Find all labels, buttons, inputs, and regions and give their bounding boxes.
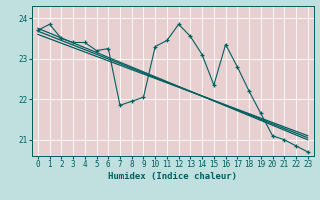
X-axis label: Humidex (Indice chaleur): Humidex (Indice chaleur)	[108, 172, 237, 181]
